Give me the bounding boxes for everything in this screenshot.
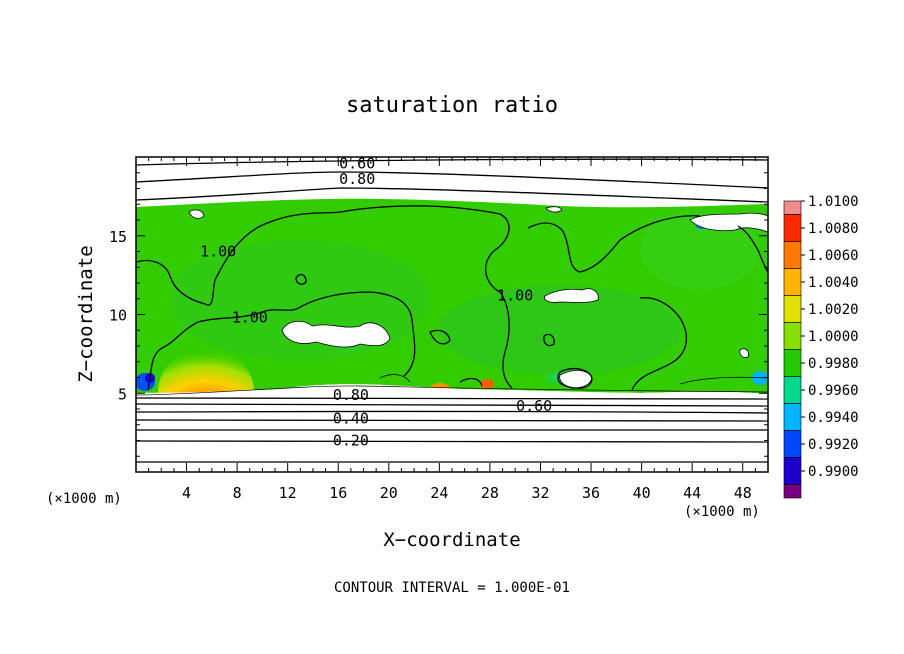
colorbar-label: 0.9900 xyxy=(808,464,859,480)
colorbar-label: 0.9920 xyxy=(808,437,859,453)
colorbar-swatch xyxy=(783,484,802,499)
colorbar: 1.0100 1.0080 1.0060 1.0040 1.0020 1.0000 0.99… xyxy=(783,194,859,499)
x-tick-label: 44 xyxy=(683,484,701,502)
colorbar-swatch xyxy=(783,457,802,485)
subsaturated-patches xyxy=(188,206,768,389)
contour-label: 0.80 xyxy=(333,386,369,404)
colorbar-swatch xyxy=(783,214,802,242)
y-tick-label: 5 xyxy=(118,385,127,403)
contour-label: 0.60 xyxy=(339,154,375,172)
colorbar-swatch xyxy=(783,430,802,458)
x-tick-label: 8 xyxy=(233,484,242,502)
colorbar-label: 0.9960 xyxy=(808,383,859,399)
contour-labels: 0.600.801.001.001.000.800.600.400.20 xyxy=(200,154,552,450)
x-tick-label: 32 xyxy=(531,484,549,502)
y-tick-label: 15 xyxy=(109,228,127,246)
colorbar-label: 1.0060 xyxy=(808,248,859,264)
y-tick-label: 10 xyxy=(109,307,127,325)
colorbar-label: 1.0020 xyxy=(808,302,859,318)
x-tick-label: 40 xyxy=(633,484,651,502)
contour-label: 0.20 xyxy=(333,432,369,450)
colorbar-label: 1.0000 xyxy=(808,329,859,345)
x-axis-unit-left: (×1000 m) xyxy=(46,491,122,507)
contour-label: 1.00 xyxy=(497,287,533,305)
colorbar-swatch xyxy=(783,376,802,404)
colorbar-label: 0.9940 xyxy=(808,410,859,426)
colorbar-swatch xyxy=(783,349,802,377)
colorbar-swatch xyxy=(783,241,802,269)
x-axis-label: X−coordinate xyxy=(383,529,520,551)
contour-interval-note: CONTOUR INTERVAL = 1.000E-01 xyxy=(334,580,570,596)
colorbar-label: 1.0080 xyxy=(808,221,859,237)
colorbar-label: 1.0040 xyxy=(808,275,859,291)
colorbar-swatch xyxy=(783,403,802,431)
x-axis-unit-right: (×1000 m) xyxy=(684,504,760,520)
contour-label: 0.60 xyxy=(516,397,552,415)
x-tick-label: 24 xyxy=(430,484,448,502)
contour-label: 1.00 xyxy=(232,309,268,327)
x-tick-label: 28 xyxy=(481,484,499,502)
contour-lines xyxy=(136,158,768,463)
saturation-field xyxy=(136,157,768,472)
colorbar-label: 0.9980 xyxy=(808,356,859,372)
x-tick-label: 16 xyxy=(329,484,347,502)
x-tick-label: 12 xyxy=(279,484,297,502)
y-axis: 5 10 15 xyxy=(109,172,768,457)
colorbar-swatch xyxy=(783,200,802,215)
x-tick-label: 4 xyxy=(182,484,191,502)
colorbar-swatch xyxy=(783,322,802,350)
contour-label: 0.40 xyxy=(333,409,369,427)
y-axis-label: Z−coordinate xyxy=(75,245,97,382)
x-tick-label: 20 xyxy=(380,484,398,502)
chart-title: saturation ratio xyxy=(346,93,558,118)
colorbar-label: 1.0100 xyxy=(808,194,859,210)
x-tick-label: 48 xyxy=(734,484,752,502)
x-axis: 4 8 12 16 20 24 28 32 36 40 44 48 xyxy=(148,157,756,502)
colorbar-swatch xyxy=(783,268,802,296)
x-tick-label: 36 xyxy=(582,484,600,502)
contour-label: 1.00 xyxy=(200,243,236,261)
contour-label: 0.80 xyxy=(339,170,375,188)
colorbar-swatch xyxy=(783,295,802,323)
